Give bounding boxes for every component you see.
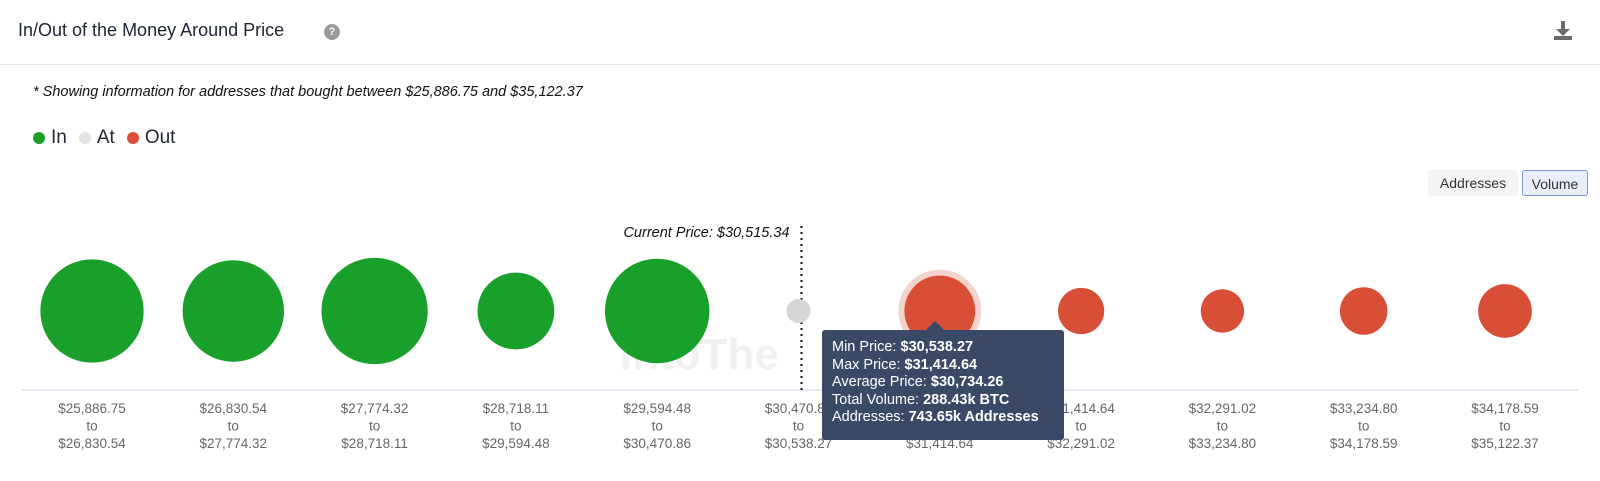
bucket-range-to: to — [1358, 419, 1369, 434]
price-bucket-2[interactable]: $27,774.32 to $28,718.11 — [321, 257, 428, 451]
bucket-range-from: $28,718.11 — [483, 401, 550, 416]
legend-label-in: In — [51, 127, 67, 148]
addresses-toggle-button[interactable]: Addresses — [1428, 170, 1518, 196]
price-bucket-1[interactable]: $26,830.54 to $27,774.32 — [182, 260, 285, 451]
bucket-range-end: $27,774.32 — [200, 436, 268, 451]
bubble-in[interactable] — [40, 259, 144, 363]
bucket-range-from: $25,886.75 — [58, 401, 126, 416]
bucket-range-to: to — [652, 419, 663, 434]
bubble-in[interactable] — [321, 257, 428, 365]
price-bucket-0[interactable]: $25,886.75 to $26,830.54 — [40, 259, 144, 451]
bucket-range-to: to — [510, 419, 521, 434]
bucket-range-from: $30,470.86 — [765, 401, 833, 416]
price-bucket-9[interactable]: $33,234.80 to $34,178.59 — [1330, 287, 1398, 451]
chart-title: In/Out of the Money Around Price — [18, 20, 285, 40]
bubble-in[interactable] — [182, 260, 285, 362]
price-bucket-7[interactable]: $31,414.64 to $32,291.02 — [1047, 287, 1115, 451]
bucket-range-end: $33,234.80 — [1189, 436, 1257, 451]
bucket-range-from: $32,291.02 — [1189, 401, 1257, 416]
bucket-range-to: to — [1217, 419, 1228, 434]
legend: In At Out — [33, 127, 187, 149]
volume-toggle-button[interactable]: Volume — [1522, 170, 1588, 196]
tooltip-row-min-price: Min Price: $30,538.27 — [832, 339, 974, 355]
bubble-out[interactable] — [1200, 289, 1245, 333]
current-price-label: Current Price: $30,515.34 — [623, 225, 789, 241]
bucket-range-to: to — [369, 419, 380, 434]
tooltip-row-total-volume: Total Volume: 288.43k BTC — [832, 391, 1010, 408]
legend-item-in[interactable]: In — [33, 127, 67, 149]
legend-label-at: At — [96, 127, 115, 148]
bucket-tooltip: Min Price: $30,538.27 Max Price: $31,414… — [822, 321, 1064, 440]
bucket-range-to: to — [793, 419, 804, 434]
bubble-out[interactable] — [1339, 287, 1388, 335]
bubble-out[interactable] — [904, 275, 976, 347]
legend-item-at[interactable]: At — [78, 127, 115, 149]
legend-dot-in — [33, 132, 45, 144]
tooltip-row-addresses: Addresses: 743.65k Addresses — [832, 409, 1039, 426]
bucket-range-from: $26,830.54 — [200, 401, 268, 416]
bucket-range-end: $28,718.11 — [341, 436, 408, 451]
bucket-range-from: $33,234.80 — [1330, 401, 1398, 416]
bucket-range-to: to — [228, 419, 239, 434]
bucket-range-end: $29,594.48 — [482, 436, 550, 451]
tooltip-row-max-price: Max Price: $31,414.64 — [832, 356, 978, 373]
price-bucket-4[interactable]: $29,594.48 to $30,470.86 — [604, 258, 710, 451]
bucket-range-to: to — [1075, 419, 1086, 434]
bucket-range-end: $30,470.86 — [623, 436, 691, 451]
range-note: * Showing information for addresses that… — [33, 84, 583, 100]
bubble-in[interactable] — [604, 258, 710, 364]
bucket-range-from: $27,774.32 — [341, 401, 409, 416]
bubble-in[interactable] — [477, 272, 555, 350]
bucket-range-to: to — [86, 419, 97, 434]
bubble-at[interactable] — [786, 299, 811, 323]
price-bucket-8[interactable]: $32,291.02 to $33,234.80 — [1189, 289, 1257, 451]
chart-header: In/Out of the Money Around Price ? — [0, 0, 1600, 65]
price-bucket-5[interactable]: $30,470.86 to $30,538.27 — [765, 299, 833, 451]
bucket-range-end: $26,830.54 — [58, 436, 126, 451]
price-bucket-10[interactable]: $34,178.59 to $35,122.37 — [1471, 284, 1539, 451]
legend-dot-out — [126, 132, 139, 144]
bubble-chart: Current Price: $30,515.34$25,886.75to$26… — [22, 225, 1578, 451]
price-bucket-3[interactable]: $28,718.11 to $29,594.48 — [477, 272, 555, 451]
legend-item-out[interactable]: Out — [126, 127, 176, 149]
download-icon[interactable] — [1552, 20, 1574, 42]
tooltip-row-average-price: Average Price: $30,734.26 — [832, 374, 1004, 391]
bucket-range-from: $29,594.48 — [623, 401, 691, 416]
bucket-range-end: $30,538.27 — [765, 436, 833, 451]
bucket-range-end: $32,291.02 — [1047, 436, 1115, 451]
bucket-range-end: $35,122.37 — [1471, 436, 1539, 451]
bubble-out[interactable] — [1478, 284, 1532, 338]
bucket-range-end: $34,178.59 — [1330, 436, 1398, 451]
bubble-out[interactable] — [1058, 287, 1105, 335]
legend-label-out: Out — [144, 127, 176, 148]
bucket-range-from: $31,414.64 — [1047, 401, 1115, 416]
question-circle-icon[interactable]: ? — [324, 24, 340, 40]
legend-dot-at — [78, 132, 91, 144]
bucket-range-from: $34,178.59 — [1471, 401, 1539, 416]
bucket-range-to: to — [1499, 419, 1510, 434]
